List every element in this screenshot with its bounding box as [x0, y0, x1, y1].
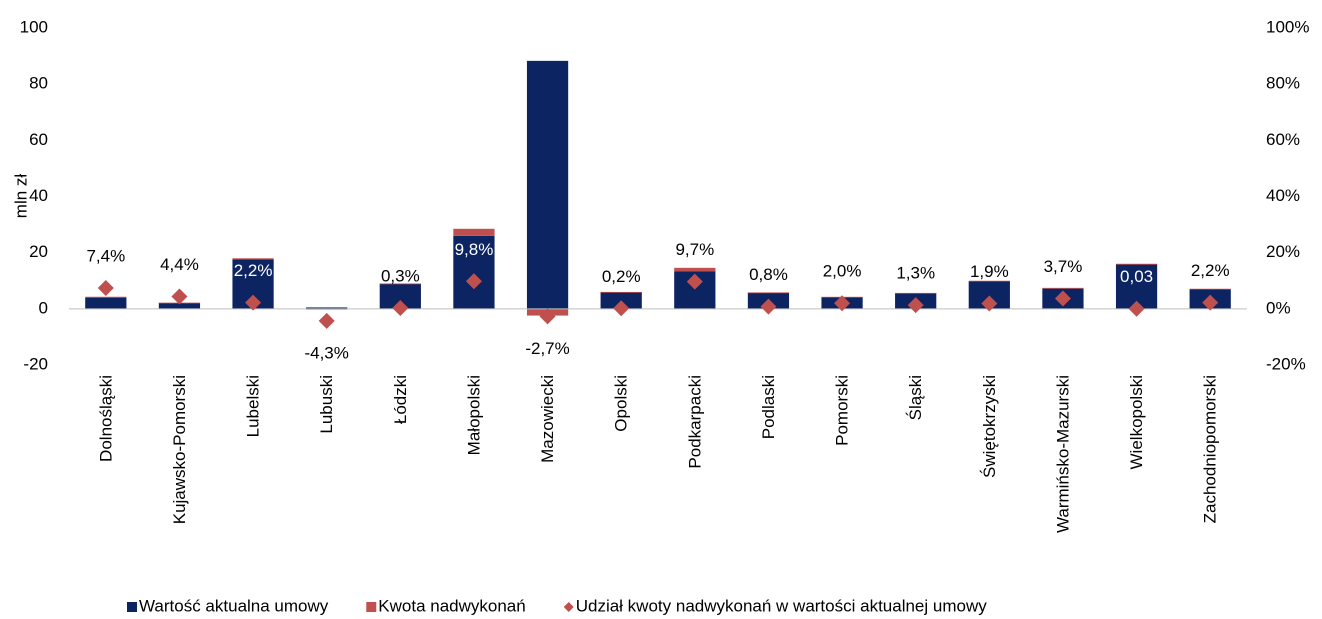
y-tick-label: 0: [39, 298, 48, 317]
bar: [453, 228, 495, 236]
bar: [1115, 263, 1158, 265]
data-label: 9,7%: [675, 240, 714, 259]
x-tick-label: Podkarpacki: [685, 375, 704, 469]
marker: [318, 312, 335, 329]
x-tick-label: Małopolski: [464, 375, 483, 455]
data-label: -2,7%: [525, 339, 569, 358]
y-tick-label: 40: [29, 186, 48, 205]
data-label: 1,3%: [896, 264, 935, 283]
x-tick-label: Lubelski: [244, 375, 263, 437]
y2-tick-label: 0%: [1266, 298, 1291, 317]
data-label: 0,2%: [602, 267, 641, 286]
x-tick-label: Łódzki: [391, 375, 410, 424]
y2-tick-label: 40%: [1266, 186, 1300, 205]
legend-label: Kwota nadwykonań: [378, 596, 525, 615]
bar: [895, 292, 937, 294]
y2-tick-label: 100%: [1266, 17, 1309, 36]
data-label: -4,3%: [304, 343, 348, 362]
data-label: 1,9%: [970, 262, 1009, 281]
y2-tick-label: 80%: [1266, 74, 1300, 93]
marker: [686, 273, 703, 290]
marker: [245, 294, 262, 311]
x-tick-label: Opolski: [612, 375, 631, 432]
bar: [968, 280, 1010, 282]
x-tick-label: Dolnośląski: [96, 375, 115, 462]
marker: [834, 295, 851, 312]
x-tick-label: Śląski: [906, 375, 925, 420]
y2-tick-label: -20%: [1266, 354, 1306, 373]
bar: [85, 296, 127, 298]
x-tick-label: Świętokrzyski: [980, 375, 999, 478]
y-tick-label: 100: [20, 17, 48, 36]
bar: [674, 267, 716, 272]
data-label: 3,7%: [1044, 257, 1083, 276]
marker: [97, 280, 114, 297]
bar: [1189, 288, 1231, 290]
y-tick-label: -20: [23, 354, 48, 373]
data-label: 0,3%: [381, 266, 420, 285]
marker: [539, 308, 556, 325]
marker: [981, 295, 998, 312]
bar: [747, 292, 790, 294]
bar: [600, 291, 642, 293]
bar: [158, 302, 201, 309]
bar: [232, 258, 274, 260]
y-tick-label: 60: [29, 130, 48, 149]
bar: [1042, 287, 1084, 289]
x-tick-label: Podlaski: [759, 375, 778, 439]
data-label: 2,2%: [1191, 261, 1230, 280]
x-tick-label: Warmińsko-Mazurski: [1053, 375, 1072, 533]
data-label: 9,8%: [455, 240, 494, 259]
marker: [1054, 290, 1071, 307]
bar: [85, 297, 127, 309]
bar: [526, 60, 569, 309]
x-tick-label: Lubuski: [317, 375, 336, 434]
marker: [171, 288, 188, 305]
data-label: 4,4%: [160, 255, 199, 274]
data-label: 0,8%: [749, 265, 788, 284]
marker: [1202, 294, 1219, 311]
legend-swatch: [366, 602, 377, 612]
data-label: 2,0%: [823, 262, 862, 281]
marker: [760, 298, 777, 315]
legend-label: Udział kwoty nadwykonań w wartości aktua…: [576, 596, 988, 615]
legend-swatch: [563, 602, 574, 612]
x-tick-label: Pomorski: [833, 375, 852, 446]
y-tick-label: 80: [29, 74, 48, 93]
x-tick-label: Zachodniopomorski: [1201, 375, 1220, 523]
legend-label: Wartość aktualna umowy: [139, 596, 329, 615]
x-tick-label: Kujawsko-Pomorski: [170, 375, 189, 524]
legend-swatch: [127, 602, 137, 612]
marker: [392, 299, 409, 316]
bar: [453, 235, 495, 309]
marker: [465, 273, 482, 290]
y2-tick-label: 20%: [1266, 242, 1300, 261]
data-label: 0,03: [1120, 267, 1153, 286]
marker: [1128, 300, 1145, 317]
y-tick-label: 20: [29, 242, 48, 261]
y2-tick-label: 60%: [1266, 130, 1300, 149]
bar: [379, 283, 421, 285]
bar: [306, 307, 348, 309]
legend: Wartość aktualna umowy Kwota nadwykonań Ud…: [127, 596, 987, 615]
x-tick-label: Wielkopolski: [1127, 375, 1146, 469]
data-label: 7,4%: [86, 247, 125, 266]
marker: [613, 300, 630, 317]
marker: [907, 297, 924, 314]
x-tick-label: Mazowiecki: [538, 375, 557, 463]
y-axis-label: mln zł: [11, 174, 30, 219]
data-label: 2,2%: [234, 261, 273, 280]
